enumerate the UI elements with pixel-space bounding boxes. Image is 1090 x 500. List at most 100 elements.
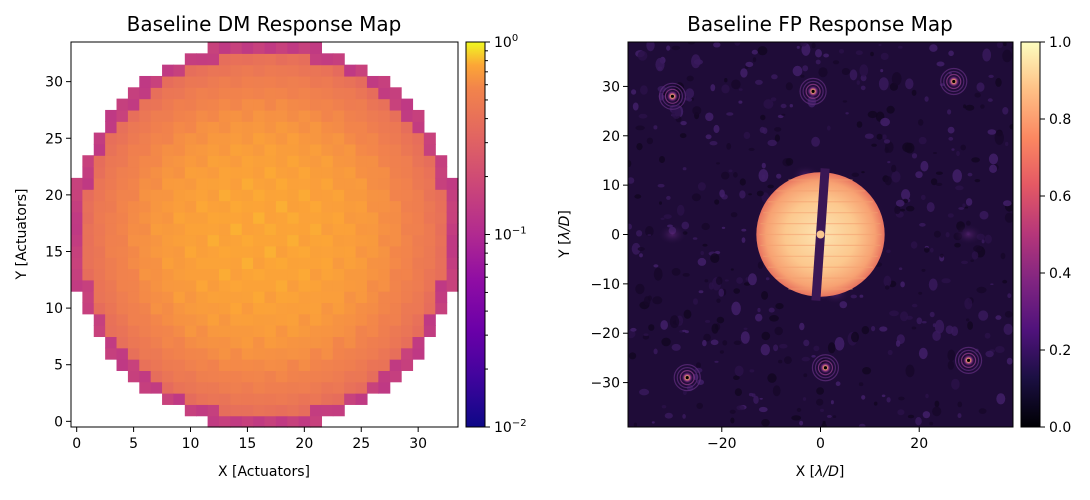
dm-cell: [298, 302, 311, 315]
dm-cell: [446, 223, 459, 236]
fp-speckle-blob: [631, 89, 637, 95]
dm-cell: [105, 109, 118, 122]
fp-speckle-blob: [774, 127, 782, 132]
dm-cell: [184, 64, 197, 77]
dm-cell: [253, 393, 266, 405]
fp-speckle-blob: [803, 339, 810, 347]
dm-cell: [378, 143, 391, 156]
dm-cell: [389, 189, 402, 202]
fp-speckle-blob: [711, 323, 719, 334]
dm-cell: [287, 166, 300, 179]
dm-cell: [139, 336, 152, 349]
fp-speckle-blob: [816, 398, 824, 406]
dm-cell: [253, 415, 266, 428]
dm-ytick-label: 10: [45, 301, 63, 317]
dm-cell: [332, 393, 345, 405]
fp-speckle-blob: [636, 143, 643, 151]
dm-cell: [275, 132, 288, 145]
fp-speckle-blob: [816, 387, 824, 395]
dm-cell: [230, 177, 243, 190]
fp-spot-core: [670, 94, 675, 98]
dm-cell: [412, 268, 425, 281]
dm-cell: [287, 200, 300, 213]
dm-cell: [412, 177, 425, 190]
dm-cell: [241, 415, 254, 428]
dm-cell: [378, 370, 391, 383]
dm-cell: [332, 166, 345, 179]
fp-speckle-blob: [918, 119, 924, 126]
dm-cell: [435, 268, 448, 281]
dm-cell: [241, 143, 254, 156]
dm-cell: [287, 347, 300, 360]
fp-speckle-blob: [905, 364, 915, 378]
dm-cell: [332, 53, 345, 66]
dm-cell: [355, 336, 368, 349]
dm-cell: [366, 98, 379, 111]
dm-cell: [173, 313, 186, 326]
fp-speckle-blob: [996, 393, 1006, 405]
dm-cell: [150, 166, 163, 179]
dm-cell: [287, 132, 300, 145]
fp-speckle-blob: [815, 59, 821, 65]
dm-cell: [218, 42, 231, 54]
dm-cell: [275, 223, 288, 236]
fp-speckle-blob: [920, 194, 926, 201]
fp-side-halo: [658, 224, 687, 245]
dm-cell: [218, 87, 231, 100]
dm-cell: [446, 189, 459, 202]
fp-speckle-blob: [880, 117, 890, 127]
dm-cell: [230, 166, 243, 179]
fp-speckle-blob: [990, 283, 994, 286]
dm-cell: [412, 155, 425, 168]
dm-cell: [366, 234, 379, 247]
fp-speckle-blob: [879, 326, 888, 332]
dm-cell: [275, 64, 288, 77]
dm-cell: [378, 279, 391, 292]
dm-cell: [196, 87, 209, 100]
dm-xtick-label: 30: [409, 436, 427, 452]
dm-cell: [366, 245, 379, 258]
dm-cell: [184, 109, 197, 122]
dm-cell: [310, 313, 323, 326]
dm-cell: [355, 177, 368, 190]
dm-cell: [184, 313, 197, 326]
dm-cell: [139, 370, 152, 383]
dm-cell: [378, 155, 391, 168]
dm-cell: [264, 404, 277, 417]
fp-speckle-blob: [859, 294, 864, 298]
dm-cell: [264, 155, 277, 168]
dm-cell: [150, 291, 163, 304]
fp-speckle-blob: [935, 182, 943, 186]
dm-cell: [173, 279, 186, 292]
dm-cell: [389, 166, 402, 179]
fp-speckle-blob: [926, 202, 935, 213]
dm-cell: [116, 223, 129, 236]
dm-cell: [184, 200, 197, 213]
dm-cell: [207, 211, 220, 224]
dm-cell: [173, 245, 186, 258]
fp-speckle-blob: [962, 203, 966, 208]
dm-cell: [287, 336, 300, 349]
fp-ytick-label: 10: [602, 178, 620, 194]
fp-speckle-blob: [741, 237, 746, 243]
fp-speckle-blob: [820, 408, 824, 412]
dm-cell: [321, 279, 334, 292]
dm-cell: [127, 313, 140, 326]
fp-speckle-blob: [768, 307, 775, 313]
dm-cell: [298, 143, 311, 156]
dm-cell: [127, 325, 140, 338]
dm-cell: [139, 143, 152, 156]
fp-speckle-blob: [640, 85, 648, 95]
dm-cell: [162, 87, 175, 100]
fp-speckle-blob: [982, 48, 992, 62]
fp-speckle-blob: [657, 183, 665, 188]
dm-cell: [207, 155, 220, 168]
fp-spot-ring: [946, 73, 962, 90]
fp-speckle-blob: [781, 113, 786, 116]
fp-speckle-blob: [979, 210, 989, 220]
fp-speckle-blob: [1003, 200, 1012, 207]
dm-cell: [116, 347, 129, 360]
dm-cell: [423, 177, 436, 190]
fp-speckle-blob: [871, 143, 877, 147]
dm-cell: [344, 177, 357, 190]
